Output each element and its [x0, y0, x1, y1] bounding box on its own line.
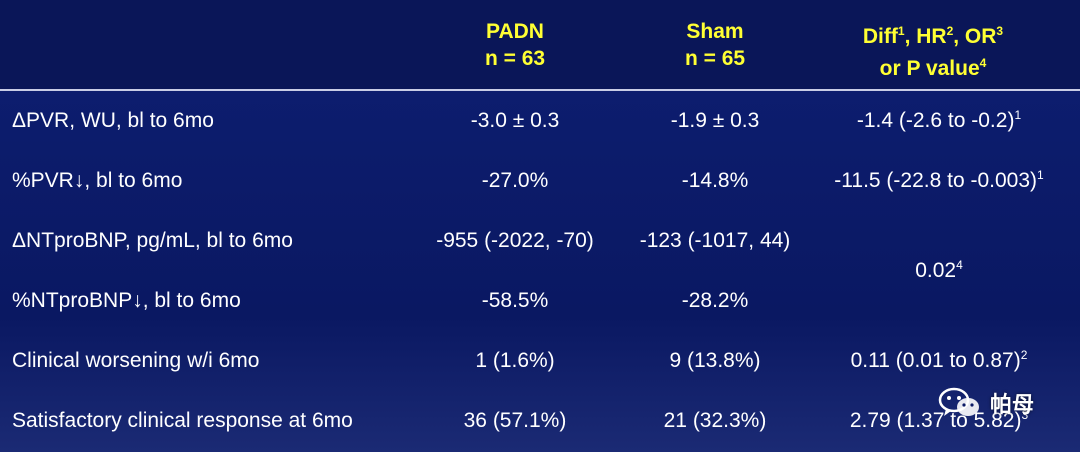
- header-sham-n: n = 65: [684, 47, 746, 70]
- header-diff: Diff1, HR2, OR3 or P value4: [822, 18, 1044, 82]
- row-padn-value: -3.0 ± 0.3: [470, 109, 560, 132]
- row-label: %PVR↓, bl to 6mo: [12, 169, 183, 192]
- row-diff-value: -1.4 (-2.6 to -0.2): [856, 109, 1015, 132]
- header-diff-a: Diff: [862, 25, 898, 48]
- table-header: PADN n = 63 Sham n = 65 Diff1, HR2, OR3 …: [0, 0, 1080, 91]
- header-padn-title: PADN: [486, 20, 544, 43]
- watermark-text: 帕母: [990, 392, 1035, 417]
- header-diff-b-sup: 2: [946, 24, 954, 38]
- header-sham-title: Sham: [686, 20, 744, 43]
- ntprobnp-p-value-sup: 4: [956, 258, 963, 272]
- row-sham-value: -1.9 ± 0.3: [670, 109, 760, 132]
- header-diff-a-sup: 1: [897, 24, 905, 38]
- row-padn-value: -955 (-2022, -70): [436, 229, 594, 252]
- row-sham-value: 21 (32.3%): [663, 409, 767, 432]
- row-label: %NTproBNP↓, bl to 6mo: [12, 289, 241, 312]
- row-label: Clinical worsening w/i 6mo: [12, 349, 260, 372]
- row-padn-value: 36 (57.1%): [463, 409, 567, 432]
- header-diff-c: , OR: [953, 25, 997, 48]
- header-diff-line2-sup: 4: [979, 56, 987, 70]
- table-row: ΔPVR, WU, bl to 6mo -3.0 ± 0.3 -1.9 ± 0.…: [0, 91, 1080, 151]
- row-label: ΔNTproBNP, pg/mL, bl to 6mo: [12, 229, 293, 252]
- row-diff-cell: -11.5 (-22.8 to -0.003)1: [818, 151, 1060, 211]
- row-diff-cell: 2.79 (1.37 to 5.82)3: [818, 391, 1060, 451]
- row-sham-value: 9 (13.8%): [669, 349, 761, 372]
- row-padn-value: -58.5%: [481, 289, 549, 312]
- ntprobnp-p-value: 0.024: [818, 241, 1060, 301]
- header-padn: PADN n = 63: [420, 18, 610, 72]
- row-diff-cell: 0.11 (0.01 to 0.87)2: [818, 331, 1060, 391]
- header-diff-line2: or P value4: [822, 50, 1044, 82]
- table-row: %PVR↓, bl to 6mo -27.0% -14.8% -11.5 (-2…: [0, 151, 1080, 211]
- header-diff-line2-text: or P value: [879, 57, 980, 80]
- wechat-icon: [938, 387, 979, 416]
- row-diff-sup: 1: [1037, 168, 1044, 182]
- row-padn-value: -27.0%: [481, 169, 549, 192]
- row-label: Satisfactory clinical response at 6mo: [12, 409, 353, 432]
- header-sham: Sham n = 65: [620, 18, 810, 72]
- row-diff-sup: 3: [1021, 408, 1029, 422]
- row-sham-value: -123 (-1017, 44): [639, 229, 791, 252]
- row-label: ΔPVR, WU, bl to 6mo: [12, 109, 214, 132]
- row-diff-value: -11.5 (-22.8 to -0.003): [834, 169, 1038, 192]
- watermark: 帕母: [938, 383, 1034, 423]
- ntprobnp-p-value-text: 0.02: [915, 259, 957, 282]
- row-sham-value: -14.8%: [681, 169, 749, 192]
- table-row: ΔNTproBNP, pg/mL, bl to 6mo -955 (-2022,…: [0, 211, 1080, 271]
- row-sham-value: -28.2%: [681, 289, 749, 312]
- table-row: Clinical worsening w/i 6mo 1 (1.6%) 9 (1…: [0, 331, 1080, 391]
- row-diff-value: 2.79 (1.37 to 5.82): [849, 409, 1022, 432]
- row-diff-sup: 2: [1020, 348, 1028, 362]
- header-diff-b: , HR: [904, 25, 947, 48]
- header-diff-line1: Diff1, HR2, OR3: [822, 18, 1044, 50]
- header-diff-c-sup: 3: [996, 24, 1004, 38]
- row-diff-cell: -1.4 (-2.6 to -0.2)1: [818, 91, 1060, 151]
- row-diff-value: 0.11 (0.01 to 0.87): [850, 349, 1021, 372]
- header-padn-n: n = 63: [484, 47, 546, 70]
- table-row: %NTproBNP↓, bl to 6mo -58.5% -28.2%: [0, 271, 1080, 331]
- table-row: Satisfactory clinical response at 6mo 36…: [0, 391, 1080, 451]
- row-diff-sup: 1: [1014, 108, 1022, 122]
- row-padn-value: 1 (1.6%): [475, 349, 555, 372]
